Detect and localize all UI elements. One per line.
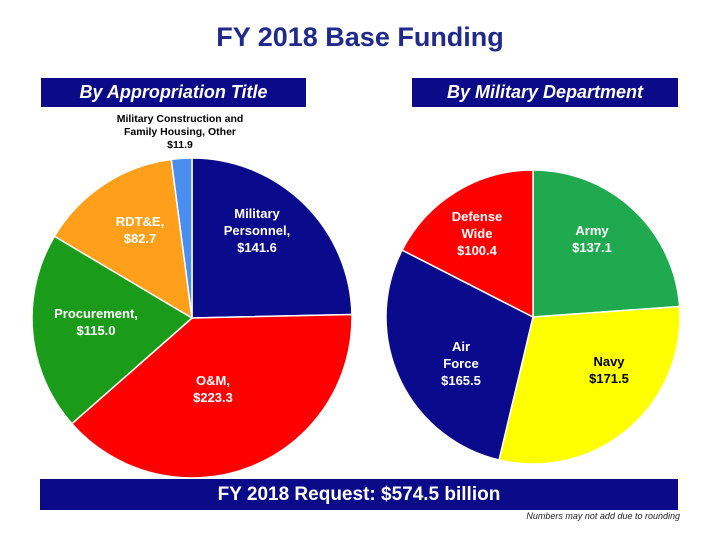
- pie-slice: [31, 235, 194, 425]
- pie-slice: [401, 169, 534, 319]
- slice-label: Air Force $165.5: [441, 339, 481, 388]
- page-title: FY 2018 Base Funding: [216, 22, 504, 52]
- chart-title-department: By Military Department: [412, 78, 678, 107]
- slice-label: Military Personnel, $141.6: [224, 206, 290, 255]
- pie-slice: [191, 157, 353, 319]
- chart-title-appropriation: By Appropriation Title: [41, 78, 306, 107]
- slice-label: Navy $171.5: [589, 354, 629, 386]
- pie-slice: [532, 169, 681, 318]
- rounding-footnote: Numbers may not add due to rounding: [526, 511, 680, 521]
- slice-label: RDT&E, $82.7: [116, 214, 164, 246]
- slice-label: Military Construction and Family Housing,…: [117, 113, 244, 151]
- slice-label: Procurement, $115.0: [54, 306, 138, 338]
- slice-label: O&M, $223.3: [193, 373, 233, 405]
- pie-slice: [70, 313, 353, 479]
- pie-slice: [498, 305, 681, 465]
- slice-label: Army $137.1: [572, 223, 612, 255]
- pie-slice: [53, 158, 193, 320]
- slice-label: Defense Wide $100.4: [452, 209, 503, 258]
- pie-slice: [170, 157, 193, 319]
- total-request-banner: FY 2018 Request: $574.5 billion: [40, 479, 678, 510]
- pie-slice: [385, 249, 534, 461]
